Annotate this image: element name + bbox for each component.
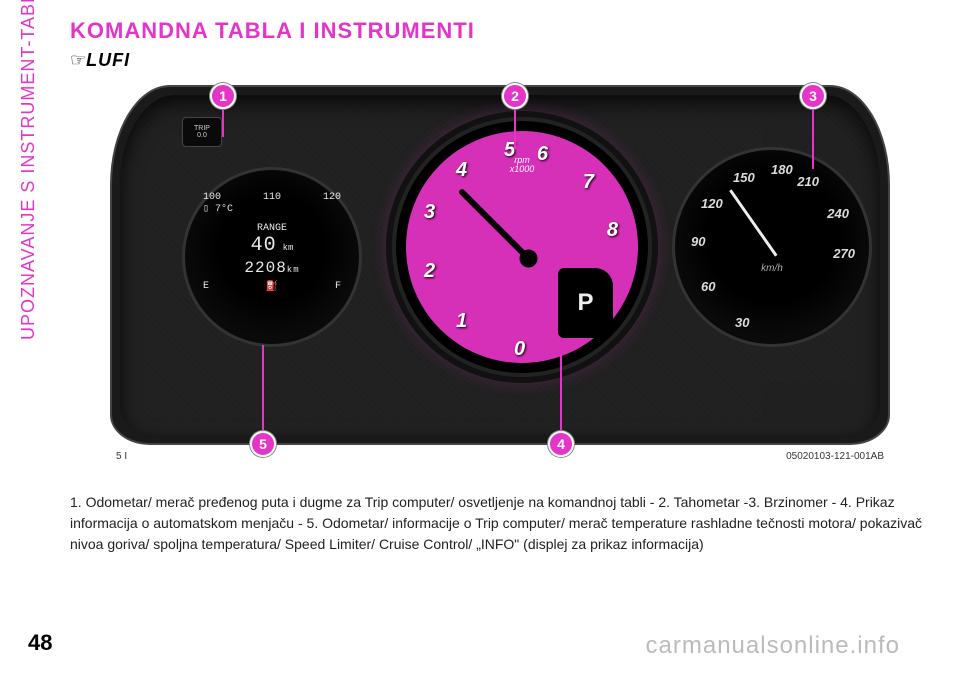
- odo-top-row: 100 110 120: [203, 192, 341, 203]
- odo-temp-unit: °C: [221, 204, 233, 215]
- callout-2: 2: [502, 83, 528, 109]
- fuel-full: F: [335, 281, 341, 293]
- sidebar-section-label: UPOZNAVANJE S INSTRUMENT-TABLOM: [18, 0, 39, 340]
- callout-line-5: [262, 345, 264, 433]
- speedo-90: 90: [691, 234, 705, 249]
- figure-wrap: 1 2 3 4 5 TRIP 0.0 100 110 120: [110, 85, 890, 462]
- speedo-240: 240: [827, 206, 849, 221]
- tacho-7: 7: [583, 171, 594, 194]
- callout-line-1: [222, 109, 224, 137]
- watermark: carmanualsonline.info: [646, 632, 900, 660]
- odo-range-val: 40: [251, 234, 277, 257]
- figure-code: 05020103-121-001AB: [786, 451, 884, 462]
- tacho-6: 6: [537, 143, 548, 166]
- tachometer-gauge: rpm x1000 0 1 2 3 4 5 6 7 8 P: [392, 117, 652, 377]
- odo-total: 2208km: [203, 259, 341, 277]
- hand-icon-row: ☞LUFI: [70, 50, 930, 71]
- page-title: KOMANDNA TABLA I INSTRUMENTI: [70, 18, 930, 44]
- callout-4: 4: [548, 431, 574, 457]
- odo-range-unit: km: [283, 243, 294, 253]
- odo-total-unit: km: [287, 265, 300, 275]
- tacho-unit-bot: x1000: [510, 164, 535, 174]
- tacho-3: 3: [424, 201, 435, 224]
- odometer-gauge: 100 110 120 ▯ 7°C RANGE 40 km 2208km: [182, 167, 362, 347]
- tacho-2: 2: [424, 260, 435, 283]
- speedo-150: 150: [733, 170, 755, 185]
- speedo-180: 180: [771, 162, 793, 177]
- tacho-8: 8: [607, 219, 618, 242]
- trip-label: TRIP: [194, 125, 210, 132]
- tacho-1: 1: [456, 310, 467, 333]
- speedo-60: 60: [701, 279, 715, 294]
- lufi-label: LUFI: [86, 50, 130, 70]
- trip-value: 0.0: [197, 132, 207, 139]
- trip-button: TRIP 0.0: [182, 117, 222, 147]
- callout-line-4: [560, 355, 562, 433]
- fuel-empty: E: [203, 281, 209, 293]
- speedo-30: 30: [735, 315, 749, 330]
- speedo-210: 210: [797, 174, 819, 189]
- fuel-icon: ⛽: [266, 281, 278, 293]
- speedo-270: 270: [833, 246, 855, 261]
- speedo-120: 120: [701, 196, 723, 211]
- callout-line-2: [514, 109, 516, 149]
- hand-icon: ☞: [70, 50, 86, 70]
- odo-range: RANGE 40 km: [203, 223, 341, 257]
- odo-fuel-row: E ⛽ F: [203, 281, 341, 293]
- odo-scale-120: 120: [323, 192, 341, 203]
- callout-line-3: [812, 109, 814, 169]
- odo-temp: ▯ 7°C: [203, 203, 341, 215]
- odometer-screen: 100 110 120 ▯ 7°C RANGE 40 km 2208km: [203, 192, 341, 322]
- tacho-0: 0: [514, 338, 525, 361]
- odo-range-label: RANGE: [257, 223, 287, 234]
- page-number: 48: [28, 630, 52, 656]
- odo-scale-110: 110: [263, 192, 281, 203]
- odo-total-val: 2208: [244, 259, 286, 277]
- figure-number: 5 I: [116, 451, 127, 462]
- speedo-needle: [729, 189, 777, 256]
- callout-1: 1: [210, 83, 236, 109]
- gear-letter: P: [577, 289, 593, 317]
- odo-scale-100: 100: [203, 192, 221, 203]
- tacho-4: 4: [456, 159, 467, 182]
- speedo-unit: km/h: [761, 263, 783, 274]
- page-content: KOMANDNA TABLA I INSTRUMENTI ☞LUFI 1 2 3…: [70, 18, 930, 555]
- dashboard-cluster: TRIP 0.0 100 110 120 ▯ 7°C RANGE 4: [110, 85, 890, 445]
- body-text: 1. Odometar/ merač pređenog puta i dugme…: [70, 492, 930, 555]
- gear-indicator: P: [558, 268, 613, 338]
- callout-5: 5: [250, 431, 276, 457]
- callout-3: 3: [800, 83, 826, 109]
- figure-caption: 5 I 05020103-121-001AB: [110, 451, 890, 462]
- speedometer-gauge: km/h 30 60 90 120 150 180 210 240 270: [672, 147, 872, 347]
